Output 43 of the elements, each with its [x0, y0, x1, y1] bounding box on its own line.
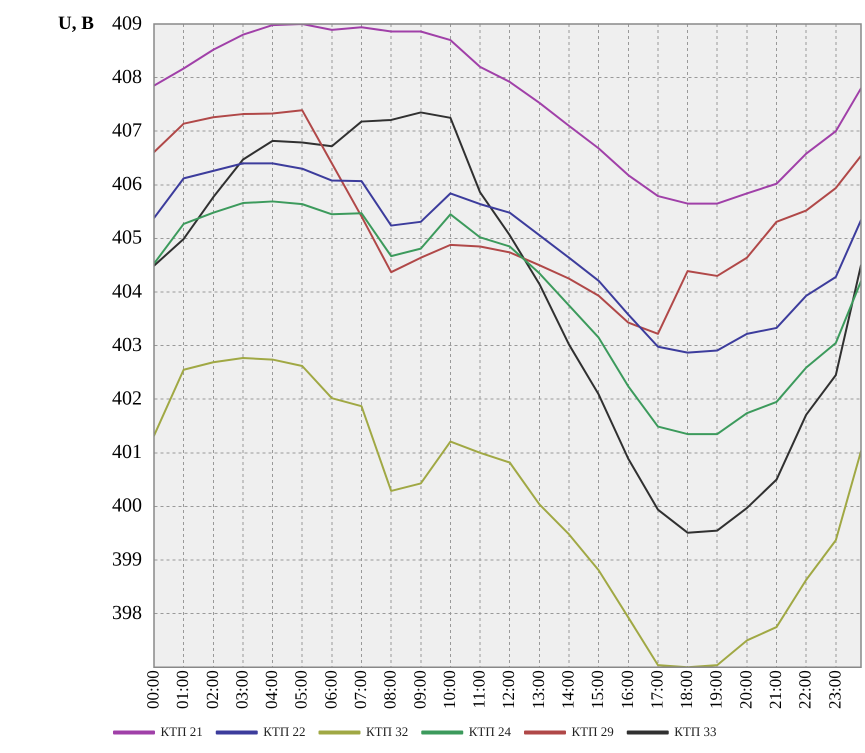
x-tick-label: 03:00 [232, 670, 252, 710]
y-tick-label: 398 [112, 602, 142, 624]
legend-label: КТП 24 [468, 724, 512, 739]
x-tick-label: 17:00 [647, 670, 666, 710]
x-tick-label: 01:00 [173, 670, 192, 710]
y-tick-label: 400 [112, 494, 142, 517]
x-tick-label: 04:00 [262, 670, 282, 710]
x-tick-label: 00:00 [143, 670, 162, 710]
y-tick-label: 407 [112, 119, 142, 142]
y-tick-label: 404 [112, 280, 142, 302]
y-axis-title: U, В [58, 12, 94, 34]
x-tick-label: 18:00 [677, 670, 696, 710]
x-tick-label: 15:00 [588, 670, 608, 710]
legend-label: КТП 32 [366, 724, 408, 739]
x-tick-label: 14:00 [558, 670, 578, 710]
x-tick-label: 10:00 [440, 670, 459, 710]
legend-label: КТП 21 [160, 724, 203, 739]
x-tick-label: 21:00 [766, 670, 785, 710]
x-tick-label: 16:00 [618, 670, 637, 710]
x-tick-label: 07:00 [350, 670, 370, 710]
y-tick-label: 403 [112, 334, 142, 356]
legend-label: КТП 33 [674, 724, 716, 739]
x-tick-label: 05:00 [292, 670, 311, 710]
y-tick-label: 402 [112, 387, 142, 410]
x-tick-label: 11:00 [470, 670, 489, 708]
y-tick-label: 405 [112, 226, 142, 249]
x-tick-label: 23:00 [825, 670, 844, 710]
x-tick-label: 19:00 [706, 670, 726, 710]
y-tick-label: 408 [112, 66, 142, 88]
y-tick-label: 409 [112, 12, 142, 34]
legend-label: КТП 29 [572, 724, 614, 739]
legend-label: КТП 22 [263, 724, 306, 739]
y-tick-label: 399 [112, 548, 142, 570]
y-tick-label: 401 [112, 441, 142, 464]
x-tick-label: 02:00 [202, 670, 222, 710]
y-tick-label: 406 [112, 173, 142, 196]
x-tick-label: 20:00 [736, 670, 756, 710]
x-tick-label: 09:00 [410, 670, 430, 710]
x-tick-label: 13:00 [528, 670, 548, 710]
x-tick-label: 12:00 [499, 670, 518, 710]
x-tick-label: 06:00 [321, 670, 340, 710]
x-tick-label: 08:00 [380, 670, 400, 710]
x-tick-label: 22:00 [796, 670, 815, 710]
